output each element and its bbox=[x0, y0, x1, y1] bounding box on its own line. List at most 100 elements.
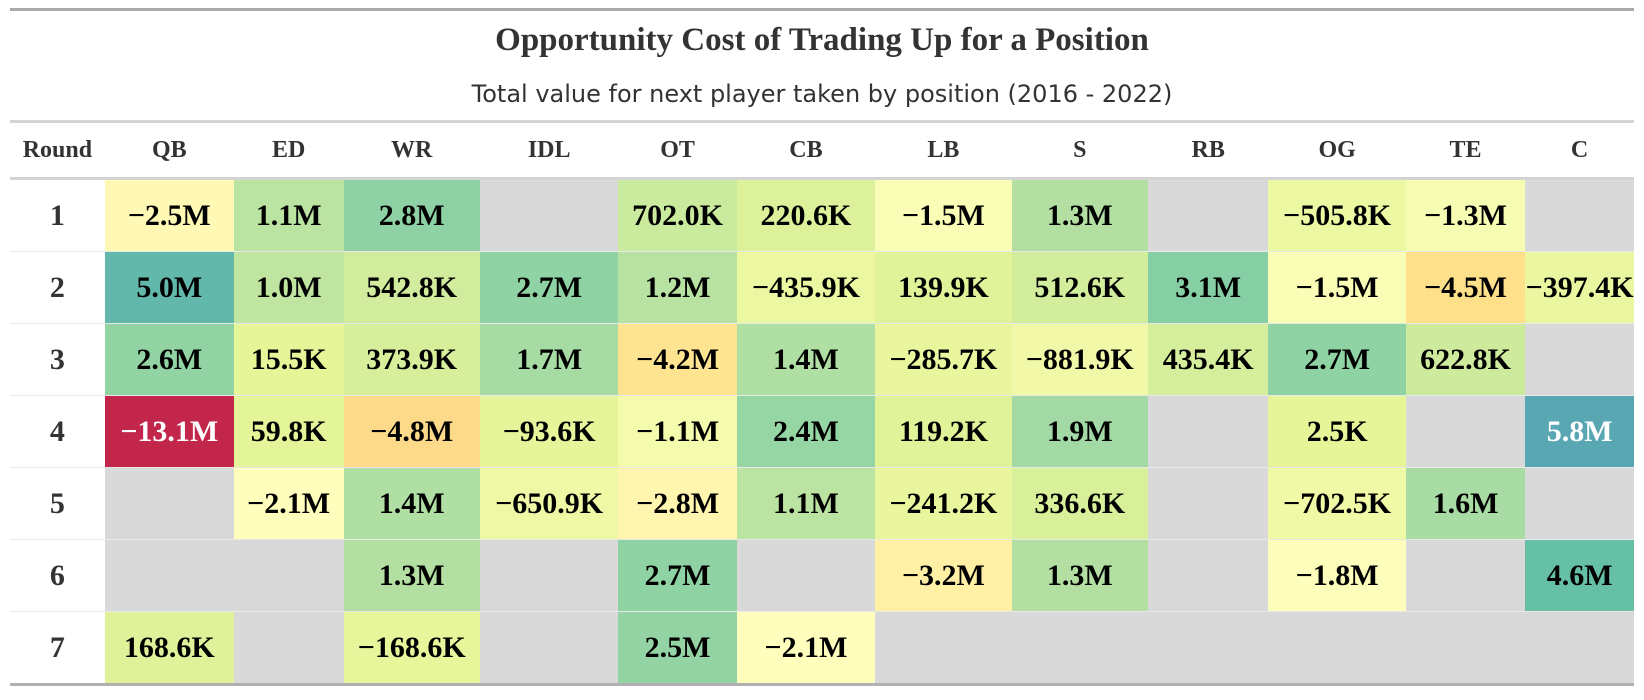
heatmap-cell: 622.8K bbox=[1405, 323, 1526, 396]
heatmap-cell bbox=[1525, 178, 1634, 252]
heatmap-cell: −93.6K bbox=[479, 395, 619, 468]
heatmap-cell: −2.8M bbox=[618, 467, 737, 540]
heatmap-cell: 1.9M bbox=[1011, 395, 1148, 468]
heatmap-cell: −397.4K bbox=[1525, 251, 1634, 324]
heatmap-cell bbox=[875, 611, 1012, 683]
heatmap-cell: 2.8M bbox=[343, 178, 480, 252]
heatmap-cell bbox=[1405, 539, 1526, 612]
table-row: 6 1.3M 2.7M −3.2M 1.3M −1.8M 4.6M bbox=[10, 539, 1634, 612]
heatmap-cell: 1.3M bbox=[1011, 178, 1148, 252]
heatmap-cell: −505.8K bbox=[1268, 178, 1406, 252]
heatmap-body: 1 −2.5M 1.1M 2.8M 702.0K 220.6K −1.5M 1.3M −505.… bbox=[10, 178, 1634, 683]
heatmap-cell: 1.7M bbox=[479, 323, 619, 396]
heatmap-cell: −2.5M bbox=[104, 178, 234, 252]
heatmap-cell: −1.1M bbox=[618, 395, 737, 468]
table-row: 1 −2.5M 1.1M 2.8M 702.0K 220.6K −1.5M 1.3M −505.… bbox=[10, 178, 1634, 252]
table-row: 2 5.0M 1.0M 542.8K 2.7M 1.2M −435.9K 139.9K 512.… bbox=[10, 251, 1634, 324]
heatmap-cell bbox=[1011, 611, 1148, 683]
heatmap-cell: 1.6M bbox=[1405, 467, 1526, 540]
table-row: 7 168.6K −168.6K 2.5M −2.1M bbox=[10, 611, 1634, 683]
column-header-ot: OT bbox=[660, 136, 695, 163]
heatmap-cell: −2.1M bbox=[233, 467, 344, 540]
heatmap-cell: 5.0M bbox=[104, 251, 234, 324]
heatmap-cell: −241.2K bbox=[875, 467, 1012, 540]
round-label: 3 bbox=[10, 323, 105, 396]
column-header-lb: LB bbox=[927, 136, 960, 163]
round-label: 4 bbox=[10, 395, 105, 468]
heatmap-cell bbox=[104, 539, 234, 612]
heatmap-cell bbox=[1148, 467, 1269, 540]
column-header-c: C bbox=[1570, 136, 1589, 163]
heatmap-cell: 2.6M bbox=[104, 323, 234, 396]
heatmap-cell bbox=[1148, 178, 1269, 252]
round-label: 5 bbox=[10, 467, 105, 540]
heatmap-cell bbox=[479, 178, 619, 252]
heatmap-cell: −3.2M bbox=[875, 539, 1012, 612]
chart-subtitle: Total value for next player taken by pos… bbox=[471, 80, 1173, 108]
column-header-idl: IDL bbox=[527, 136, 571, 163]
heatmap-cell: 1.4M bbox=[736, 323, 876, 396]
heatmap-cell: 59.8K bbox=[233, 395, 344, 468]
heatmap-cell bbox=[1148, 539, 1269, 612]
heatmap-cell: 1.1M bbox=[736, 467, 876, 540]
heatmap-cell bbox=[1525, 467, 1634, 540]
column-header-te: TE bbox=[1449, 136, 1482, 163]
heatmap-cell: 2.4M bbox=[736, 395, 876, 468]
column-header-ed: ED bbox=[271, 136, 306, 163]
heatmap-cell bbox=[1148, 395, 1269, 468]
heatmap-cell: 1.3M bbox=[343, 539, 480, 612]
column-header-rb: RB bbox=[1191, 136, 1225, 163]
heatmap-cell: −4.5M bbox=[1405, 251, 1526, 324]
column-header-og: OG bbox=[1318, 136, 1356, 163]
heatmap-cell: 139.9K bbox=[875, 251, 1012, 324]
heatmap-cell: 15.5K bbox=[233, 323, 344, 396]
heatmap-cell: −4.8M bbox=[343, 395, 480, 468]
heatmap-cell: 2.7M bbox=[1268, 323, 1406, 396]
heatmap-cell: 5.8M bbox=[1525, 395, 1634, 468]
header-row: Round QB ED WR IDL OT CB LB S RB OG TE C bbox=[10, 123, 1634, 179]
heatmap-cell: 1.3M bbox=[1011, 539, 1148, 612]
heatmap-cell: −435.9K bbox=[736, 251, 876, 324]
column-header-s: S bbox=[1073, 136, 1087, 163]
heatmap-cell bbox=[479, 539, 619, 612]
heatmap-cell: 220.6K bbox=[736, 178, 876, 252]
heatmap-cell: 512.6K bbox=[1011, 251, 1148, 324]
heatmap-cell: 702.0K bbox=[618, 178, 737, 252]
heatmap-cell: −168.6K bbox=[343, 611, 480, 683]
heatmap-cell: −13.1M bbox=[104, 395, 234, 468]
heatmap-cell: −285.7K bbox=[875, 323, 1012, 396]
table-row: 4 −13.1M 59.8K −4.8M −93.6K −1.1M 2.4M 119.2K 1.… bbox=[10, 395, 1634, 468]
heatmap-cell: −1.5M bbox=[1268, 251, 1406, 324]
heatmap-cell bbox=[233, 539, 344, 612]
heatmap-cell: 542.8K bbox=[343, 251, 480, 324]
heatmap-cell: 2.5M bbox=[618, 611, 737, 683]
top-rule bbox=[10, 8, 1634, 11]
round-label: 6 bbox=[10, 539, 105, 612]
header-rule bbox=[10, 120, 1634, 123]
heatmap-cell: 119.2K bbox=[875, 395, 1012, 468]
column-header-cb: CB bbox=[789, 136, 823, 163]
heatmap-cell bbox=[1525, 323, 1634, 396]
heatmap-table: Round QB ED WR IDL OT CB LB S RB OG TE C 1 −2.5M 1.1M… bbox=[10, 123, 1634, 683]
heatmap-cell bbox=[1268, 611, 1406, 683]
column-header-wr: WR bbox=[391, 136, 433, 163]
heatmap-cell bbox=[1405, 611, 1526, 683]
heatmap-cell bbox=[1525, 611, 1634, 683]
heatmap-cell: 1.1M bbox=[233, 178, 344, 252]
heatmap-cell: −650.9K bbox=[479, 467, 619, 540]
heatmap-cell: −1.3M bbox=[1405, 178, 1526, 252]
heatmap-cell bbox=[233, 611, 344, 683]
chart-container: Opportunity Cost of Trading Up for a Pos… bbox=[10, 8, 1634, 686]
heatmap-cell bbox=[736, 539, 876, 612]
column-header-qb: QB bbox=[151, 136, 187, 163]
heatmap-cell: 2.5K bbox=[1268, 395, 1406, 468]
round-label: 7 bbox=[10, 611, 105, 683]
heatmap-cell: 4.6M bbox=[1525, 539, 1634, 612]
heatmap-cell: −2.1M bbox=[736, 611, 876, 683]
heatmap-cell: 336.6K bbox=[1011, 467, 1148, 540]
heatmap-cell: 1.4M bbox=[343, 467, 480, 540]
table-row: 5 −2.1M 1.4M −650.9K −2.8M 1.1M −241.2K 336.6K −… bbox=[10, 467, 1634, 540]
table-row: 3 2.6M 15.5K 373.9K 1.7M −4.2M 1.4M −285.7K −881… bbox=[10, 323, 1634, 396]
heatmap-cell: −1.5M bbox=[875, 178, 1012, 252]
heatmap-cell: −881.9K bbox=[1011, 323, 1148, 396]
